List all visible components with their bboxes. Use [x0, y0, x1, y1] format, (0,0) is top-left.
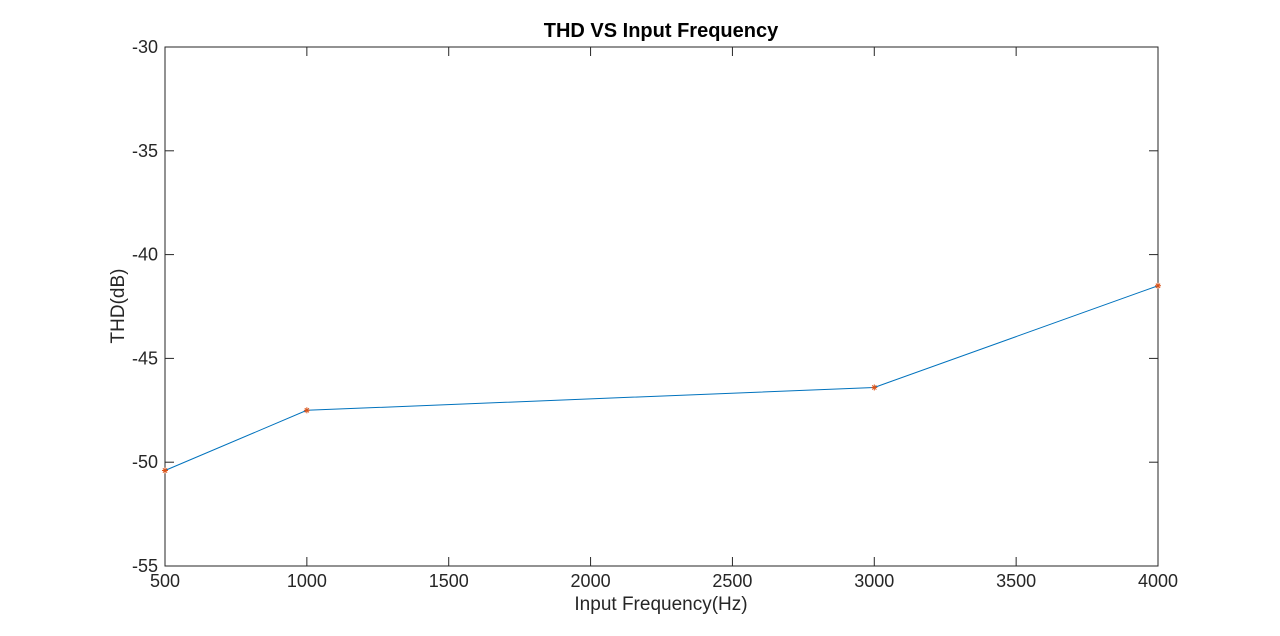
data-point-marker — [162, 467, 168, 474]
x-tick-label: 1000 — [287, 571, 327, 591]
y-tick-label: -35 — [132, 141, 158, 161]
x-tick-label: 1500 — [429, 571, 469, 591]
data-point-marker — [1155, 282, 1161, 289]
x-tick-label: 2000 — [571, 571, 611, 591]
plot-area — [164, 46, 1159, 567]
x-ticks: 500 1000 1500 2000 2500 3000 3500 4000 — [150, 47, 1178, 591]
y-axis-label: THD(dB) — [108, 269, 129, 344]
series-line — [164, 285, 1159, 471]
y-tick-label: -55 — [132, 556, 158, 576]
y-ticks: -30 -35 -40 -45 -50 -55 — [132, 37, 1158, 576]
data-point-marker — [303, 407, 310, 414]
y-tick-label: -45 — [132, 348, 158, 368]
data-point-marker — [871, 384, 878, 391]
x-tick-label: 3500 — [996, 571, 1036, 591]
x-tick-label: 4000 — [1138, 571, 1178, 591]
series-layer — [162, 282, 1161, 474]
y-tick-label: -30 — [132, 37, 158, 57]
x-axis-label: Input Frequency(Hz) — [574, 594, 747, 615]
x-tick-label: 2500 — [712, 571, 752, 591]
x-tick-label: 3000 — [854, 571, 894, 591]
x-tick-label: 500 — [150, 571, 180, 591]
chart-title: THD VS Input Frequency — [544, 20, 779, 42]
y-tick-label: -40 — [132, 245, 158, 265]
y-tick-label: -50 — [132, 452, 158, 472]
